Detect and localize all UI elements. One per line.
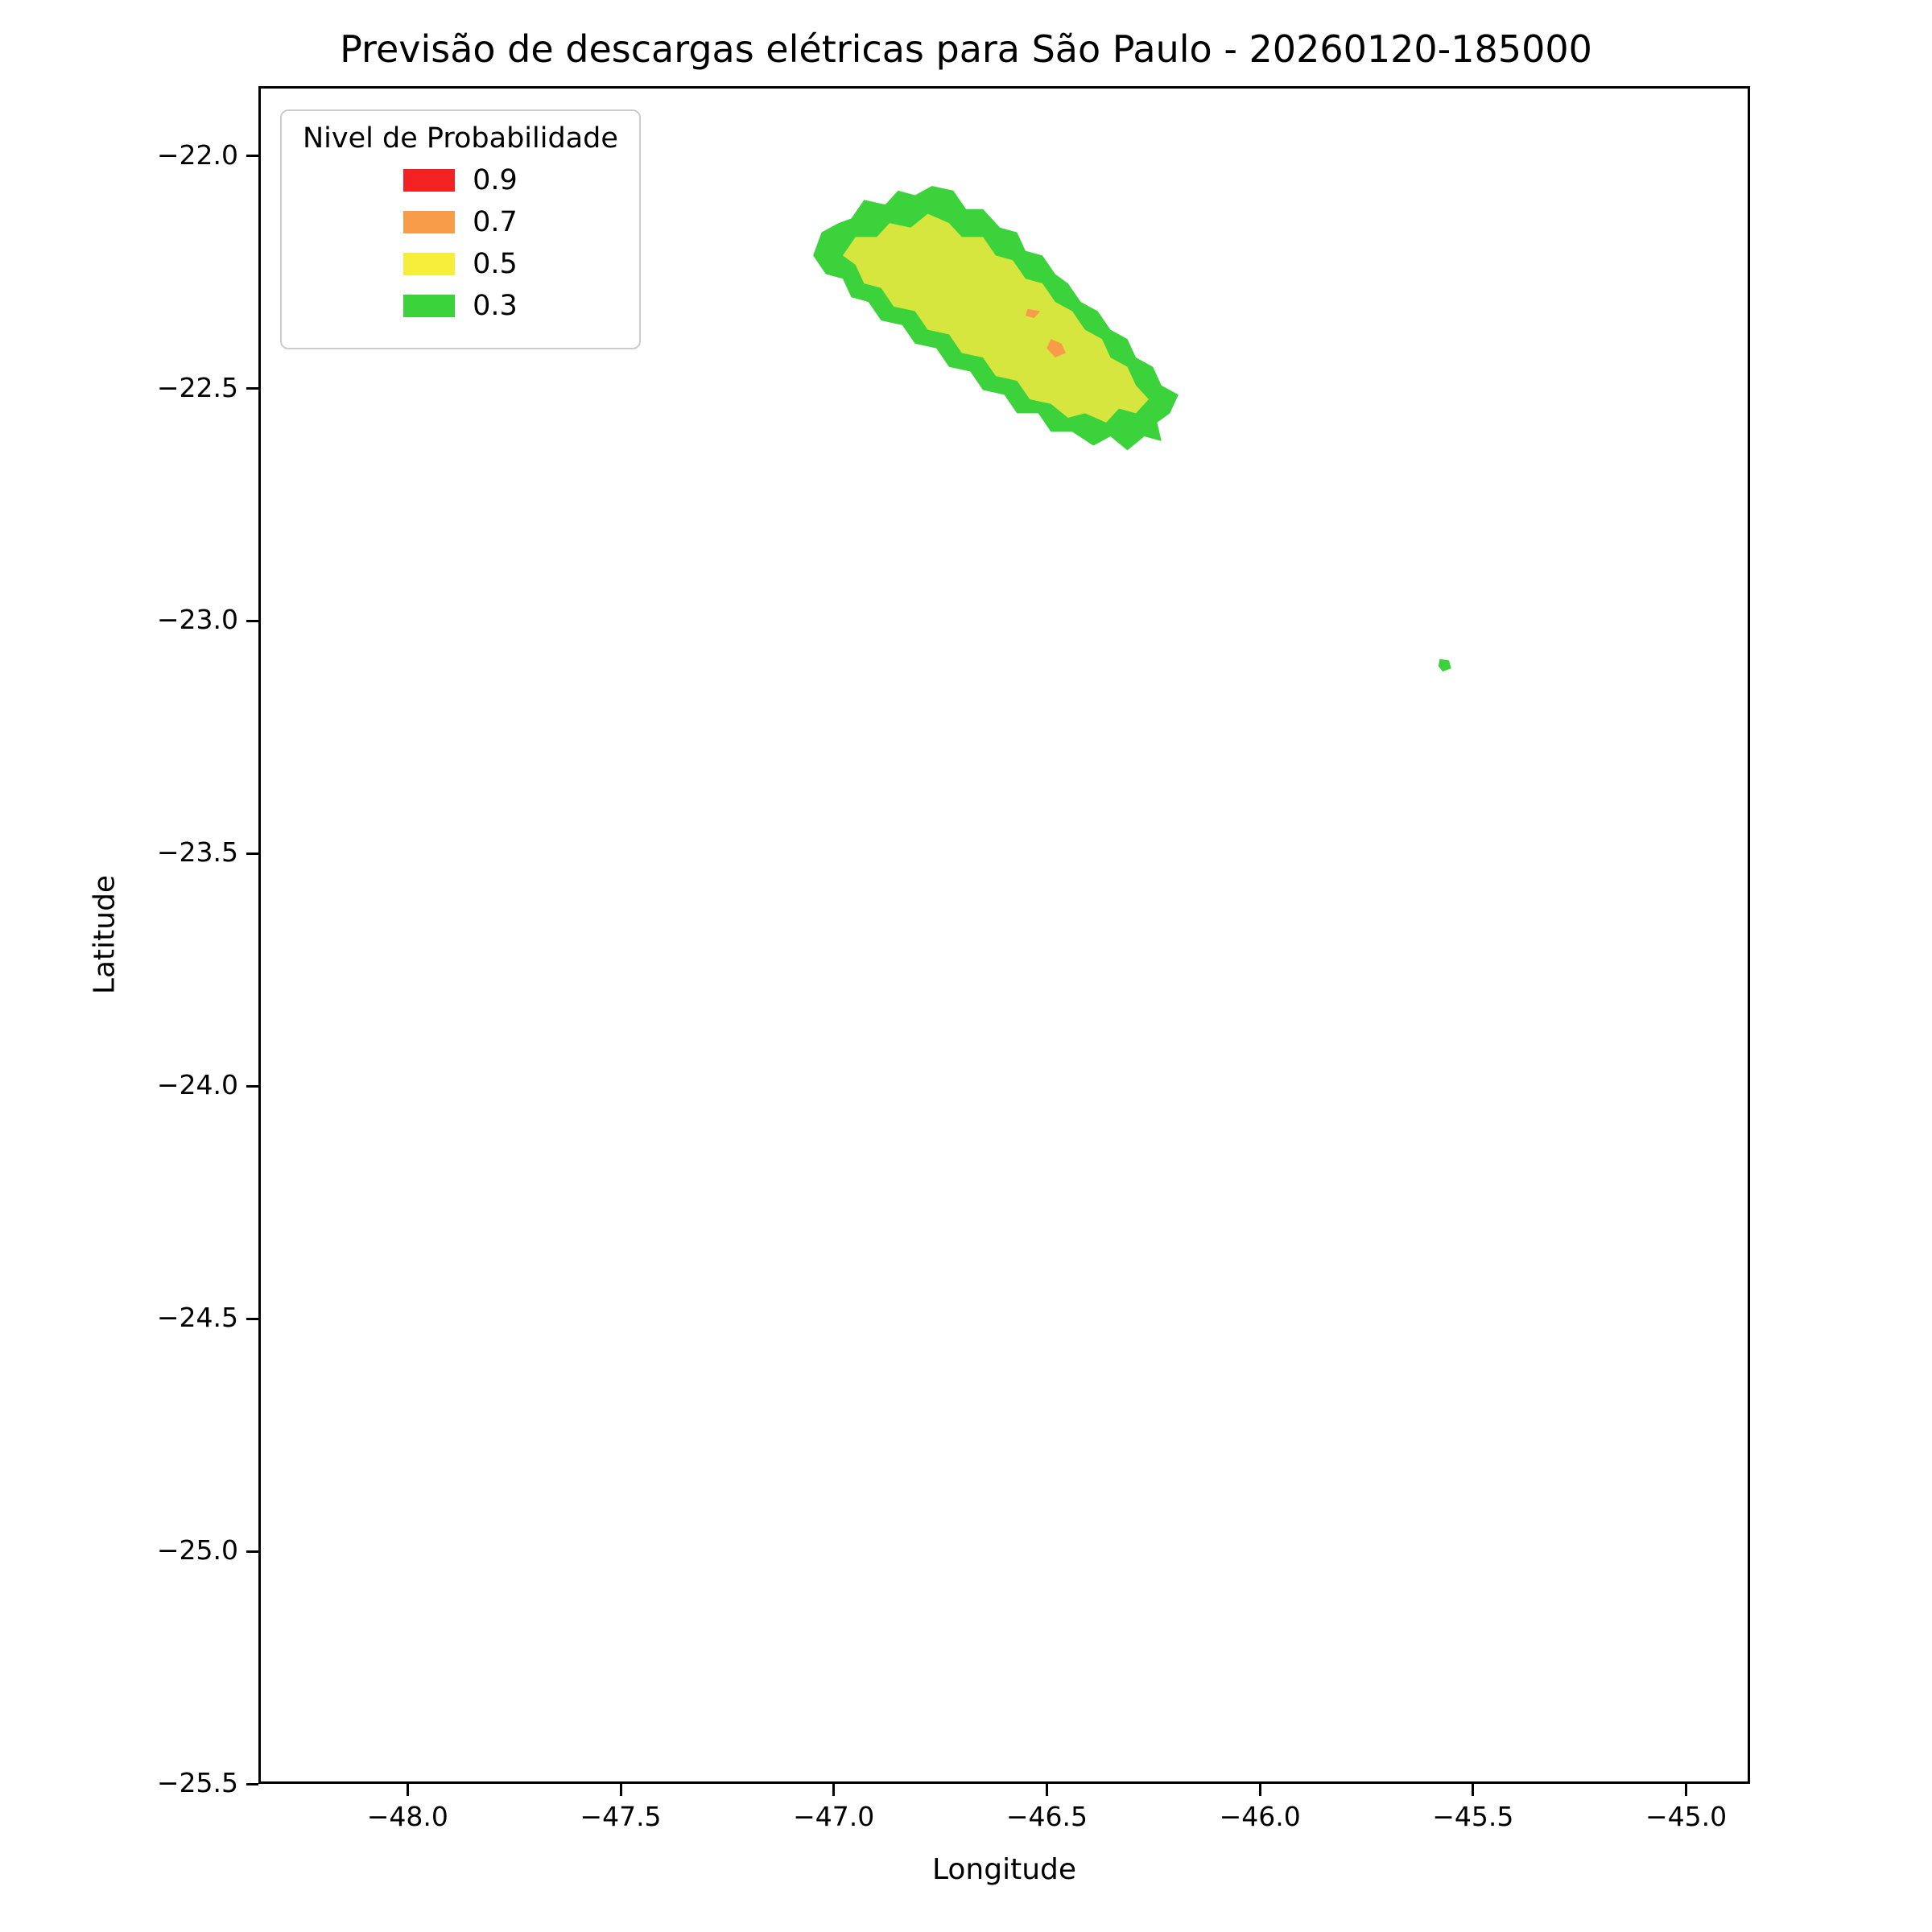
x-tick-mark	[619, 1784, 622, 1796]
y-tick-label: −24.0	[156, 1069, 238, 1101]
contour-region-prob-0.3-isolated-speck	[1438, 658, 1451, 672]
y-tick-label: −25.5	[156, 1767, 238, 1798]
legend-rows: 0.9 0.7 0.5 0.3	[403, 164, 518, 322]
y-tick-mark	[246, 155, 258, 158]
legend: Nivel de Probabilidade 0.9 0.7 0.5 0.3	[280, 109, 641, 349]
x-tick-label: −48.0	[366, 1801, 448, 1832]
y-tick-mark	[246, 1782, 258, 1785]
legend-entry: 0.7	[403, 206, 518, 238]
y-tick-label: −23.0	[156, 604, 238, 636]
contour-region-prob-0.7-spot-a	[1025, 308, 1041, 319]
legend-entry-label: 0.3	[473, 290, 518, 322]
x-tick-label: −46.5	[1005, 1801, 1088, 1832]
legend-entry: 0.3	[403, 290, 518, 322]
x-tick-label: −45.5	[1432, 1801, 1514, 1832]
x-tick-mark	[832, 1784, 836, 1796]
y-tick-mark	[246, 1084, 258, 1088]
x-tick-mark	[406, 1784, 409, 1796]
y-tick-label: −25.0	[156, 1534, 238, 1567]
legend-entry: 0.9	[403, 164, 518, 196]
x-tick-mark	[1472, 1784, 1475, 1796]
x-tick-mark	[1045, 1784, 1048, 1796]
y-tick-mark	[246, 619, 258, 622]
y-tick-mark	[246, 852, 258, 855]
plot-area: Nivel de Probabilidade 0.9 0.7 0.5 0.3	[258, 86, 1750, 1784]
legend-title: Nivel de Probabilidade	[303, 122, 618, 155]
legend-entry-label: 0.5	[473, 248, 518, 280]
x-axis-label: Longitude	[931, 1853, 1077, 1886]
chart-title: Previsão de descargas elétricas para São…	[340, 27, 1592, 71]
y-tick-label: −22.0	[156, 138, 238, 171]
legend-entry-label: 0.7	[473, 206, 518, 238]
y-tick-label: −24.5	[156, 1302, 238, 1334]
x-tick-label: −47.0	[793, 1801, 875, 1832]
y-tick-mark	[246, 1317, 258, 1320]
contour-region-prob-0.5-main-cell	[842, 213, 1149, 423]
x-tick-label: −45.0	[1645, 1801, 1728, 1832]
legend-entry-label: 0.9	[473, 164, 518, 196]
legend-swatch	[403, 169, 456, 192]
y-axis-label: Latitude	[88, 874, 122, 995]
legend-entry: 0.5	[403, 248, 518, 280]
legend-swatch	[403, 253, 456, 275]
contour-plot	[813, 185, 1451, 672]
x-tick-mark	[1685, 1784, 1688, 1796]
legend-swatch	[403, 211, 456, 233]
x-tick-label: −47.5	[580, 1801, 662, 1832]
x-tick-mark	[1258, 1784, 1261, 1796]
contour-region-prob-0.7-spot-b	[1046, 339, 1067, 358]
y-tick-mark	[246, 1550, 258, 1553]
y-tick-label: −22.5	[156, 371, 238, 403]
y-tick-label: −23.5	[156, 836, 238, 869]
x-tick-label: −46.0	[1219, 1801, 1301, 1832]
y-tick-mark	[246, 387, 258, 390]
legend-swatch	[403, 295, 456, 317]
